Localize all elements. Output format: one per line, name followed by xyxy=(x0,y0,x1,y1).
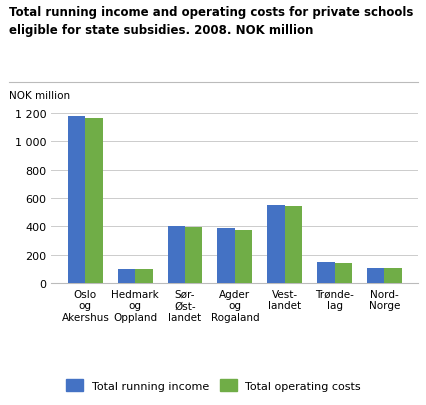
Bar xyxy=(334,263,351,284)
Bar xyxy=(118,269,135,283)
Bar xyxy=(68,117,85,284)
Text: Total running income and operating costs for private schools
eligible for state : Total running income and operating costs… xyxy=(9,6,412,37)
Bar xyxy=(234,231,252,284)
Bar xyxy=(184,227,202,284)
Bar xyxy=(85,118,103,284)
Text: NOK million: NOK million xyxy=(9,91,69,101)
Bar xyxy=(267,206,284,284)
Bar xyxy=(284,207,302,284)
Bar xyxy=(167,227,184,284)
Bar xyxy=(366,268,383,284)
Legend: Total running income, Total operating costs: Total running income, Total operating co… xyxy=(61,375,365,395)
Bar xyxy=(317,262,334,284)
Bar xyxy=(383,269,401,283)
Bar xyxy=(217,229,234,284)
Bar xyxy=(135,270,152,284)
